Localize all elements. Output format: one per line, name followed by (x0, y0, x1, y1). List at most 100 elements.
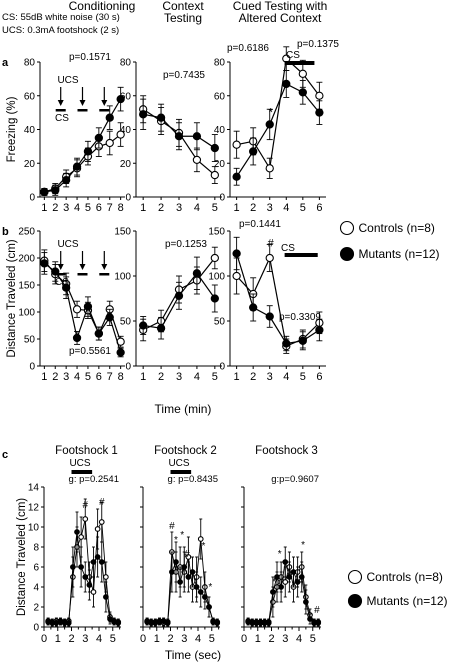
x-tick-label-b3: 2 (250, 371, 256, 383)
pvalue-b3: p=0.1441 (239, 219, 281, 230)
data-point-c2-mutants (169, 569, 175, 575)
x-tick-label-b3: 1 (234, 371, 240, 383)
pvalue-b1: p=0.5561 (69, 346, 111, 357)
series-line-a3-mutants (236, 83, 320, 178)
x-tick-label-c2: 1 (154, 633, 160, 645)
data-point-a2-mutants (192, 132, 202, 141)
x-axis-label-c: Time (sec) (165, 648, 221, 662)
data-point-b3-controls (232, 271, 241, 281)
x-tick-label-c1: 3 (82, 633, 88, 645)
cs-label-a1: CS (55, 113, 69, 124)
significance-mark-c2: * (202, 541, 206, 552)
x-tick-label-b1: 4 (74, 371, 80, 383)
data-point-a3-mutants (232, 172, 241, 181)
y-tick-label-b1: 100 (18, 308, 35, 319)
column-title-1: Conditioning (69, 0, 136, 13)
y-tick-label-b2: 150 (114, 227, 131, 238)
y-tick-label-a1: 40 (24, 125, 36, 136)
note-ucs: UCS: 0.3mA footshock (2 s) (2, 25, 119, 36)
data-point-a3-controls (232, 140, 241, 149)
y-tick-label-a2: 20 (120, 159, 132, 170)
legend-ab-marker (339, 246, 355, 262)
data-point-b2-mutants (174, 291, 184, 300)
x-tick-label-a3: 6 (316, 202, 322, 214)
note-cs: CS: 55dB white noise (30 s) (2, 12, 120, 23)
y-tick-label-b1: 150 (18, 281, 35, 292)
y-tick-label-b2: 50 (120, 317, 132, 328)
pvalue2-b3: p=0.3309 (279, 312, 321, 323)
x-tick-label-c1: 1 (55, 633, 61, 645)
y-tick-label-a3: 80 (214, 58, 226, 69)
significance-mark-c2: # (184, 549, 190, 560)
x-tick-label-a3: 4 (283, 202, 289, 214)
x-tick-label-b2: 1 (140, 371, 146, 383)
legend-ab-label: Controls (n=8) (359, 221, 435, 235)
y-tick-label-a1: 0 (29, 193, 35, 204)
data-point-a3-controls (315, 91, 324, 100)
y-tick-label-c1: 4 (33, 583, 39, 594)
data-point-b1-mutants (116, 348, 125, 357)
y-tick-label-b3: 50 (214, 317, 226, 328)
y-tick-label-c1: 10 (28, 523, 40, 534)
x-tick-label-b1: 3 (63, 371, 69, 383)
significance-mark-c3: # (314, 605, 320, 616)
legend-c-marker (347, 569, 363, 585)
x-tick-label-c2: 5 (209, 633, 215, 645)
data-point-c1-mutants (98, 559, 105, 565)
data-point-a1-mutants (105, 113, 114, 122)
cs-label-a3: CS (286, 50, 300, 61)
x-tick-label-c2: 4 (195, 633, 201, 645)
data-point-c3-mutants (286, 574, 293, 580)
data-point-c2-mutants (189, 569, 196, 575)
data-point-c1-mutants (94, 554, 101, 560)
data-point-c1-controls (94, 526, 101, 532)
y-tick-label-c1: 2 (33, 603, 39, 614)
data-point-a3-mutants (249, 147, 258, 156)
data-point-c1-controls (90, 589, 97, 595)
data-point-a1-controls (116, 130, 125, 139)
y-tick-label-b3: 100 (208, 272, 225, 283)
y-axis-label-b1: Distance Traveled (cm) (6, 239, 18, 357)
data-point-b3-mutants (232, 249, 241, 258)
shock-arrowhead-b1 (79, 264, 86, 270)
data-point-c2-mutants (193, 584, 200, 590)
x-tick-label-a1: 1 (41, 202, 47, 214)
data-point-b1-mutants (40, 259, 49, 268)
data-point-c3-mutants (294, 579, 301, 585)
significance-mark-c3: * (272, 577, 276, 588)
data-point-a2-mutants (174, 132, 184, 141)
chart-title-c2: Footshock 2 (154, 445, 217, 457)
y-tick-label-a2: 60 (120, 91, 132, 102)
data-point-c2-mutants (214, 620, 221, 626)
data-point-c1-mutants (90, 559, 97, 565)
data-point-c2-mutants (181, 564, 188, 570)
data-point-a3-mutants (315, 108, 324, 117)
data-point-a1-mutants (83, 147, 93, 156)
data-point-b3-mutants (315, 325, 324, 335)
legend-c-marker (347, 593, 363, 609)
y-tick-label-b3: 0 (219, 362, 225, 373)
x-tick-label-a1: 2 (52, 202, 58, 214)
data-point-a3-controls (265, 164, 274, 173)
cs-label-b1: CS (55, 277, 69, 288)
significance-mark-c1: # (99, 497, 105, 508)
y-tick-label-b1: 200 (18, 254, 35, 265)
column-title-3: Cued Testing with (233, 0, 328, 13)
group-pvalue-c1: g: p=0.2541 (69, 474, 119, 485)
cs-bar-b1 (99, 273, 110, 276)
y-tick-label-b3: 150 (208, 227, 225, 238)
x-tick-label-b2: 3 (176, 371, 182, 383)
y-tick-label-c1: 8 (33, 543, 39, 554)
x-tick-label-b3: 5 (300, 371, 306, 383)
significance-mark-c2: * (208, 582, 212, 593)
data-point-b1-mutants (105, 313, 114, 322)
y-tick-label-b1: 0 (29, 362, 35, 373)
x-tick-label-a1: 4 (74, 202, 80, 214)
x-tick-label-b2: 5 (212, 371, 218, 383)
y-tick-label-a3: 20 (214, 159, 226, 170)
y-tick-label-a3: 0 (219, 193, 225, 204)
significance-mark-c3: * (301, 540, 305, 551)
x-tick-label-c2: 3 (181, 633, 187, 645)
y-tick-label-a2: 0 (125, 193, 131, 204)
x-tick-label-c3: 1 (255, 633, 261, 645)
